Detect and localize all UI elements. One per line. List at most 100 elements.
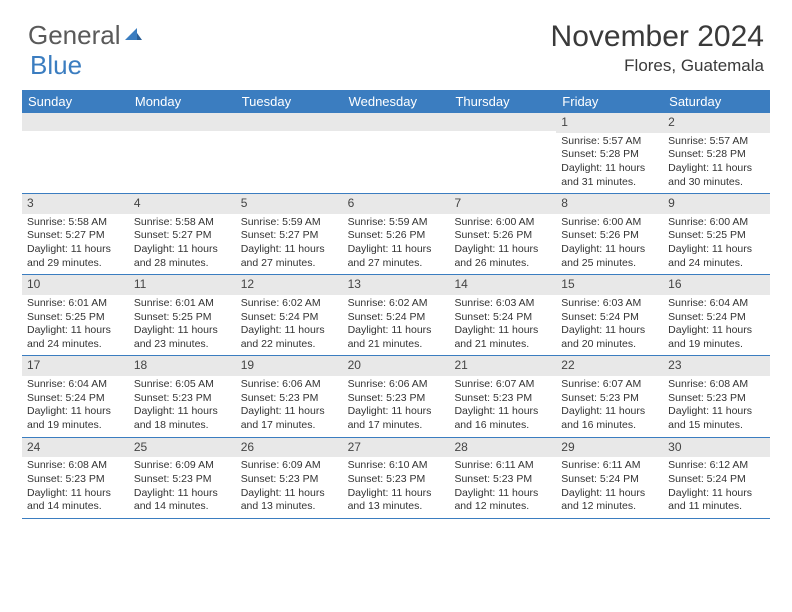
day-number: 29 <box>556 438 663 458</box>
daylight-text: Daylight: 11 hours and 24 minutes. <box>668 243 765 270</box>
calendar-day: 13Sunrise: 6:02 AMSunset: 5:24 PMDayligh… <box>343 275 450 355</box>
day-details <box>236 131 343 189</box>
calendar-day: 3Sunrise: 5:58 AMSunset: 5:27 PMDaylight… <box>22 194 129 274</box>
day-details <box>343 131 450 189</box>
sunset-text: Sunset: 5:24 PM <box>241 311 338 325</box>
calendar-day: 19Sunrise: 6:06 AMSunset: 5:23 PMDayligh… <box>236 356 343 436</box>
sunrise-text: Sunrise: 6:00 AM <box>561 216 658 230</box>
day-details: Sunrise: 5:59 AMSunset: 5:26 PMDaylight:… <box>343 214 450 275</box>
day-number: 14 <box>449 275 556 295</box>
sunrise-text: Sunrise: 5:58 AM <box>27 216 124 230</box>
calendar-day <box>22 113 129 193</box>
sunset-text: Sunset: 5:24 PM <box>668 473 765 487</box>
day-number: 20 <box>343 356 450 376</box>
calendar-week: 24Sunrise: 6:08 AMSunset: 5:23 PMDayligh… <box>22 438 770 519</box>
sunset-text: Sunset: 5:23 PM <box>668 392 765 406</box>
sunset-text: Sunset: 5:28 PM <box>668 148 765 162</box>
weekday-header: Tuesday <box>236 90 343 113</box>
day-details: Sunrise: 6:08 AMSunset: 5:23 PMDaylight:… <box>22 457 129 518</box>
sunset-text: Sunset: 5:28 PM <box>561 148 658 162</box>
day-details: Sunrise: 6:03 AMSunset: 5:24 PMDaylight:… <box>449 295 556 356</box>
sunrise-text: Sunrise: 5:59 AM <box>241 216 338 230</box>
sunrise-text: Sunrise: 6:00 AM <box>454 216 551 230</box>
weekday-header: Sunday <box>22 90 129 113</box>
sunrise-text: Sunrise: 5:57 AM <box>668 135 765 149</box>
day-number <box>449 113 556 131</box>
sunset-text: Sunset: 5:23 PM <box>348 473 445 487</box>
sunrise-text: Sunrise: 6:09 AM <box>134 459 231 473</box>
sunset-text: Sunset: 5:24 PM <box>561 473 658 487</box>
day-details: Sunrise: 6:00 AMSunset: 5:26 PMDaylight:… <box>449 214 556 275</box>
calendar-day: 27Sunrise: 6:10 AMSunset: 5:23 PMDayligh… <box>343 438 450 518</box>
sunrise-text: Sunrise: 6:11 AM <box>561 459 658 473</box>
sunrise-text: Sunrise: 6:05 AM <box>134 378 231 392</box>
sunrise-text: Sunrise: 6:00 AM <box>668 216 765 230</box>
daylight-text: Daylight: 11 hours and 19 minutes. <box>27 405 124 432</box>
calendar-day: 26Sunrise: 6:09 AMSunset: 5:23 PMDayligh… <box>236 438 343 518</box>
daylight-text: Daylight: 11 hours and 21 minutes. <box>454 324 551 351</box>
daylight-text: Daylight: 11 hours and 13 minutes. <box>241 487 338 514</box>
day-number: 27 <box>343 438 450 458</box>
sunset-text: Sunset: 5:27 PM <box>27 229 124 243</box>
day-details <box>22 131 129 189</box>
day-details: Sunrise: 6:05 AMSunset: 5:23 PMDaylight:… <box>129 376 236 437</box>
sunset-text: Sunset: 5:23 PM <box>134 392 231 406</box>
logo-text-2: Blue <box>30 50 82 81</box>
sunrise-text: Sunrise: 6:02 AM <box>241 297 338 311</box>
sunset-text: Sunset: 5:26 PM <box>454 229 551 243</box>
calendar-day: 16Sunrise: 6:04 AMSunset: 5:24 PMDayligh… <box>663 275 770 355</box>
daylight-text: Daylight: 11 hours and 16 minutes. <box>561 405 658 432</box>
calendar-day: 7Sunrise: 6:00 AMSunset: 5:26 PMDaylight… <box>449 194 556 274</box>
calendar-week: 10Sunrise: 6:01 AMSunset: 5:25 PMDayligh… <box>22 275 770 356</box>
sunrise-text: Sunrise: 6:02 AM <box>348 297 445 311</box>
sunset-text: Sunset: 5:24 PM <box>561 311 658 325</box>
sunset-text: Sunset: 5:23 PM <box>454 473 551 487</box>
header: General November 2024 Flores, Guatemala <box>0 0 792 84</box>
daylight-text: Daylight: 11 hours and 26 minutes. <box>454 243 551 270</box>
day-details: Sunrise: 6:11 AMSunset: 5:24 PMDaylight:… <box>556 457 663 518</box>
daylight-text: Daylight: 11 hours and 17 minutes. <box>348 405 445 432</box>
day-number: 28 <box>449 438 556 458</box>
calendar-day <box>449 113 556 193</box>
day-number: 23 <box>663 356 770 376</box>
sunrise-text: Sunrise: 6:04 AM <box>27 378 124 392</box>
calendar-day: 2Sunrise: 5:57 AMSunset: 5:28 PMDaylight… <box>663 113 770 193</box>
day-number: 5 <box>236 194 343 214</box>
sunrise-text: Sunrise: 6:10 AM <box>348 459 445 473</box>
day-number: 19 <box>236 356 343 376</box>
sunrise-text: Sunrise: 5:58 AM <box>134 216 231 230</box>
calendar-day: 9Sunrise: 6:00 AMSunset: 5:25 PMDaylight… <box>663 194 770 274</box>
calendar-week: 17Sunrise: 6:04 AMSunset: 5:24 PMDayligh… <box>22 356 770 437</box>
day-number: 6 <box>343 194 450 214</box>
weekday-header: Friday <box>556 90 663 113</box>
calendar-day: 6Sunrise: 5:59 AMSunset: 5:26 PMDaylight… <box>343 194 450 274</box>
calendar-day: 25Sunrise: 6:09 AMSunset: 5:23 PMDayligh… <box>129 438 236 518</box>
day-details: Sunrise: 6:09 AMSunset: 5:23 PMDaylight:… <box>129 457 236 518</box>
day-details: Sunrise: 6:00 AMSunset: 5:25 PMDaylight:… <box>663 214 770 275</box>
day-details: Sunrise: 6:01 AMSunset: 5:25 PMDaylight:… <box>129 295 236 356</box>
day-details: Sunrise: 6:10 AMSunset: 5:23 PMDaylight:… <box>343 457 450 518</box>
sunset-text: Sunset: 5:24 PM <box>27 392 124 406</box>
day-details: Sunrise: 5:57 AMSunset: 5:28 PMDaylight:… <box>663 133 770 194</box>
calendar-day: 22Sunrise: 6:07 AMSunset: 5:23 PMDayligh… <box>556 356 663 436</box>
month-title: November 2024 <box>551 20 764 54</box>
sunrise-text: Sunrise: 6:08 AM <box>668 378 765 392</box>
day-number: 8 <box>556 194 663 214</box>
daylight-text: Daylight: 11 hours and 23 minutes. <box>134 324 231 351</box>
daylight-text: Daylight: 11 hours and 27 minutes. <box>241 243 338 270</box>
calendar-week: 3Sunrise: 5:58 AMSunset: 5:27 PMDaylight… <box>22 194 770 275</box>
daylight-text: Daylight: 11 hours and 11 minutes. <box>668 487 765 514</box>
daylight-text: Daylight: 11 hours and 25 minutes. <box>561 243 658 270</box>
sunset-text: Sunset: 5:23 PM <box>27 473 124 487</box>
sunset-text: Sunset: 5:23 PM <box>348 392 445 406</box>
day-number <box>22 113 129 131</box>
daylight-text: Daylight: 11 hours and 28 minutes. <box>134 243 231 270</box>
day-number: 15 <box>556 275 663 295</box>
calendar-day: 28Sunrise: 6:11 AMSunset: 5:23 PMDayligh… <box>449 438 556 518</box>
weekday-header: Saturday <box>663 90 770 113</box>
sunset-text: Sunset: 5:25 PM <box>668 229 765 243</box>
sunset-text: Sunset: 5:27 PM <box>241 229 338 243</box>
sunrise-text: Sunrise: 6:03 AM <box>454 297 551 311</box>
logo-sail-icon <box>123 20 143 51</box>
sunset-text: Sunset: 5:25 PM <box>27 311 124 325</box>
